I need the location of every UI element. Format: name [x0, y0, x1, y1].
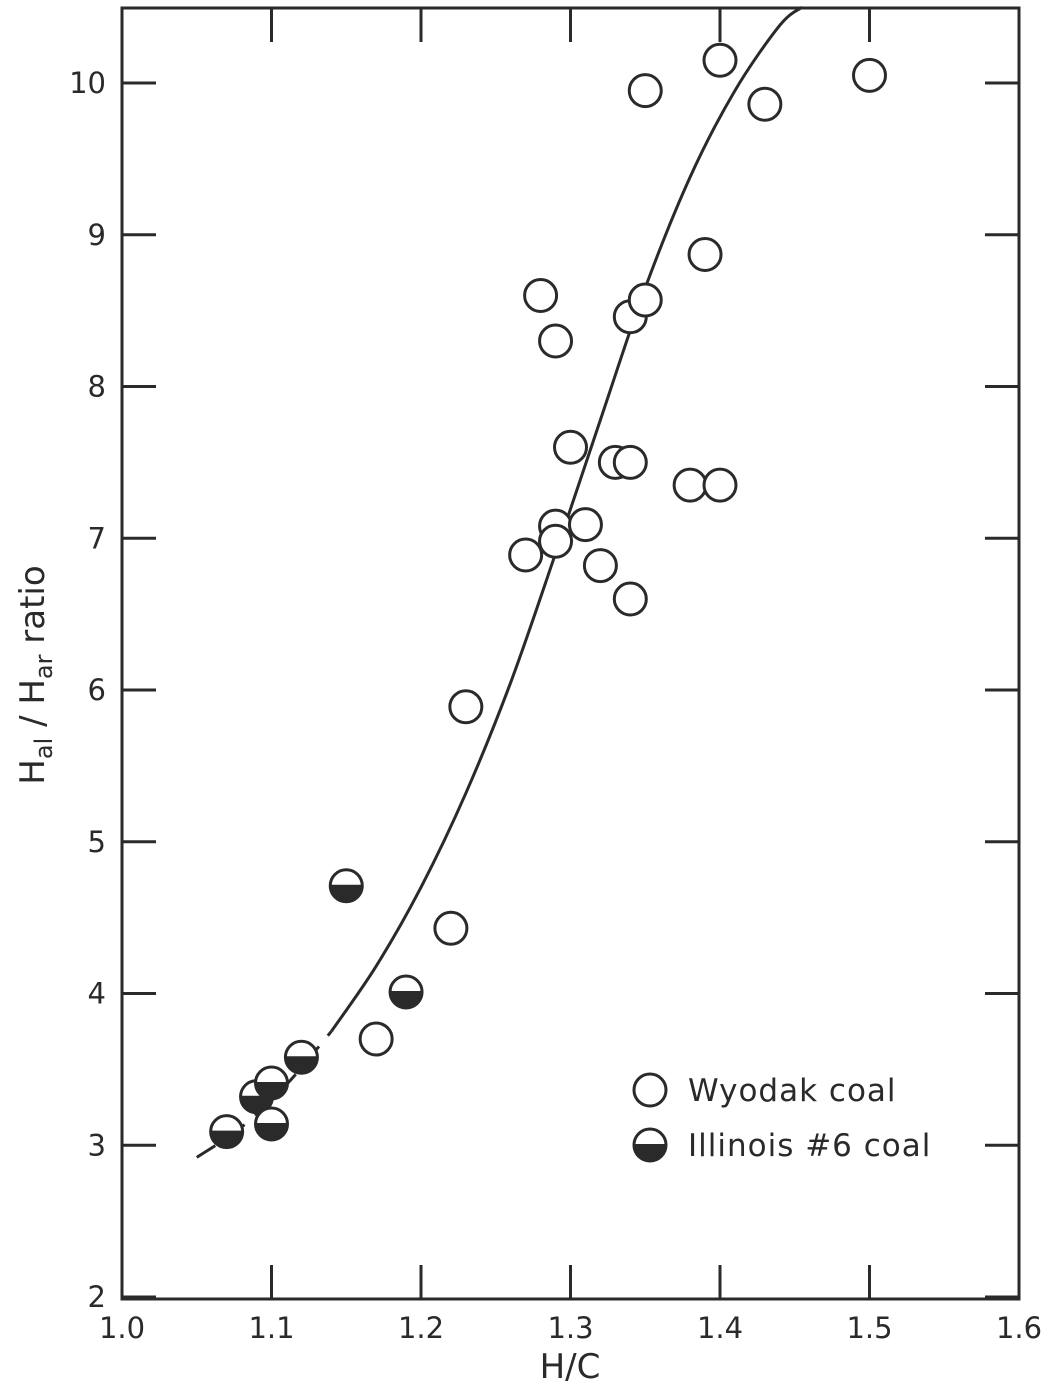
wyodak-point [702, 467, 738, 503]
illinois-point [209, 1114, 245, 1150]
y-tick-label: 3 [88, 1128, 106, 1162]
wyodak-point [627, 282, 663, 318]
wyodak-point [612, 581, 648, 617]
wyodak-point [448, 689, 484, 725]
y-tick-label: 9 [88, 218, 106, 252]
y-tick-label: 2 [88, 1280, 106, 1314]
legend-marker-illinois [632, 1127, 668, 1163]
x-tick-label: 1.4 [697, 1311, 743, 1345]
fit-curve [330, 5, 804, 1033]
x-tick-label: 1.3 [547, 1311, 593, 1345]
legend: Wyodak coal Illinois #6 coal [632, 1072, 931, 1164]
x-tick-label: 1.0 [99, 1311, 145, 1345]
legend-label-wyodak: Wyodak coal [688, 1073, 897, 1109]
x-tick-labels: 1.0 1.1 1.2 1.3 1.4 1.5 1.6 [99, 1311, 1042, 1345]
wyodak-point [747, 86, 783, 122]
wyodak-point [433, 910, 469, 946]
wyodak-point [612, 444, 648, 480]
y-tick-label: 4 [88, 977, 106, 1011]
x-tick-label: 1.2 [398, 1311, 444, 1345]
wyodak-point [582, 548, 618, 584]
illinois-point [388, 974, 424, 1010]
y-axis-title: Hal / Har ratio [13, 565, 58, 784]
marker-fill [210, 1131, 243, 1148]
y-tick-label: 7 [88, 521, 106, 555]
y-tick-label: 10 [69, 66, 106, 100]
y-tick-label: 5 [88, 825, 106, 859]
wyodak-point [702, 42, 738, 78]
wyodak-point [687, 236, 723, 272]
legend-marker-wyodak [632, 1072, 668, 1108]
marker-fill [330, 885, 363, 902]
y-axis-title-h: H [13, 759, 53, 785]
wyodak-point [508, 537, 544, 573]
marker-fill [285, 1057, 318, 1074]
y-axis-title-sub-ar: ar [30, 654, 58, 679]
illinois-point [254, 1065, 289, 1101]
wyodak-point [523, 277, 559, 313]
illinois-point [328, 868, 364, 904]
y-tick-label: 8 [88, 370, 106, 404]
wyodak-point [852, 57, 887, 93]
wyodak-point [567, 507, 603, 543]
x-axis-title: H/C [540, 1347, 601, 1387]
y-axis-title-sub-al: al [30, 738, 58, 759]
x-tick-label: 1.1 [248, 1311, 294, 1345]
wyodak-point [538, 323, 574, 359]
y-tick-labels: 2 3 4 5 6 7 8 9 10 [69, 66, 106, 1314]
axis-ticks [120, 8, 1021, 1299]
legend-half-circle [632, 1127, 668, 1163]
marker-fill [255, 1124, 288, 1141]
legend-open-circle [632, 1072, 668, 1108]
illinois-point [254, 1106, 289, 1142]
wyodak-point [538, 523, 574, 559]
wyodak-point [672, 467, 708, 503]
x-tick-label: 1.6 [996, 1311, 1042, 1345]
marker-fill [255, 1083, 288, 1100]
x-tick-label: 1.5 [846, 1311, 892, 1345]
wyodak-point [627, 73, 663, 109]
legend-label-illinois: Illinois #6 coal [688, 1128, 931, 1164]
y-axis-title-ratio: ratio [13, 565, 53, 654]
marker-fill [390, 991, 423, 1008]
y-tick-label: 6 [88, 673, 106, 707]
marker-fill [634, 1145, 666, 1161]
data-points [209, 42, 887, 1150]
wyodak-point [358, 1021, 394, 1057]
wyodak-point [553, 429, 588, 465]
illinois-point [283, 1039, 319, 1075]
y-axis-title-slash-h: / H [13, 679, 53, 738]
